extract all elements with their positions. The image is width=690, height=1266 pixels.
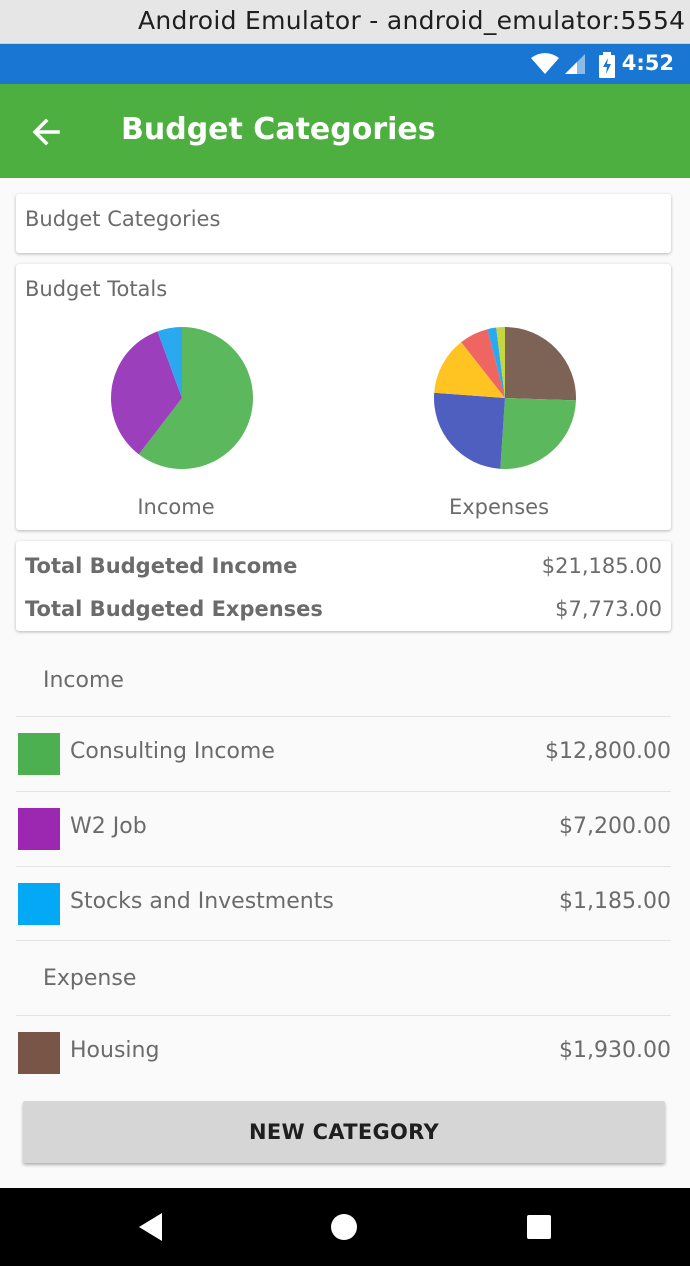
- budget-totals-title: Budget Totals: [25, 277, 168, 301]
- expenses-pie-chart: [434, 327, 576, 469]
- expenses-chart-label: Expenses: [448, 495, 550, 519]
- category-name: Housing: [70, 1038, 160, 1063]
- divider: [16, 940, 671, 941]
- navigation-bar: [0, 1188, 690, 1266]
- app-bar: Budget Categories: [0, 84, 690, 178]
- divider: [16, 866, 671, 867]
- income-pie-slice-3: [157, 327, 182, 398]
- income-section-header: Income: [43, 668, 124, 693]
- list-item-housing[interactable]: Housing $1,930.00: [16, 1016, 671, 1090]
- category-color-swatch: [18, 1032, 60, 1074]
- header-card: Budget Categories: [16, 194, 671, 253]
- home-circle-icon[interactable]: [329, 1210, 359, 1244]
- window-titlebar: Android Emulator - android_emulator:5554: [0, 0, 690, 44]
- arrow-back-icon[interactable]: [28, 114, 64, 150]
- battery-charging-icon: [599, 52, 615, 78]
- header-card-title: Budget Categories: [25, 207, 221, 231]
- list-item-w2-job[interactable]: W2 Job $7,200.00: [16, 792, 671, 866]
- divider: [16, 716, 671, 717]
- total-income-label: Total Budgeted Income: [25, 554, 298, 578]
- expenses-pie-slice-6: [487, 327, 505, 398]
- divider: [16, 1015, 671, 1016]
- back-triangle-icon[interactable]: [136, 1210, 166, 1244]
- status-bar: 4:52: [0, 44, 690, 84]
- list-item-consulting-income[interactable]: Consulting Income $12,800.00: [16, 717, 671, 791]
- signal-icon: [565, 54, 585, 74]
- divider: [16, 791, 671, 792]
- expenses-pie-slice-5: [461, 329, 505, 398]
- expenses-pie-slice-7: [496, 327, 505, 398]
- page-title: Budget Categories: [121, 112, 436, 147]
- recents-square-icon[interactable]: [524, 1210, 554, 1244]
- budget-totals-card: Budget Totals Income Expenses: [16, 264, 671, 530]
- category-name: W2 Job: [70, 814, 147, 839]
- expense-section-header: Expense: [43, 966, 137, 991]
- status-time: 4:52: [621, 51, 674, 75]
- category-amount: $1,930.00: [559, 1038, 671, 1063]
- expenses-pie-slice-2: [500, 398, 576, 469]
- category-amount: $12,800.00: [545, 739, 671, 764]
- list-item-stocks-and-investments[interactable]: Stocks and Investments $1,185.00: [16, 867, 671, 941]
- total-expenses-value: $7,773.00: [555, 597, 662, 621]
- income-pie-slice-1: [138, 327, 253, 469]
- category-color-swatch: [18, 883, 60, 925]
- expenses-pie-slice-4: [434, 342, 505, 398]
- category-color-swatch: [18, 733, 60, 775]
- total-expenses-label: Total Budgeted Expenses: [25, 597, 323, 621]
- wifi-icon: [531, 53, 559, 74]
- income-pie-chart: [111, 327, 253, 469]
- income-chart-label: Income: [137, 495, 215, 519]
- window-title: Android Emulator - android_emulator:5554: [138, 6, 686, 35]
- income-pie-slice-2: [111, 331, 182, 455]
- totals-summary-card: Total Budgeted Income $21,185.00 Total B…: [16, 541, 671, 631]
- category-name: Consulting Income: [70, 739, 275, 764]
- category-amount: $7,200.00: [559, 814, 671, 839]
- category-color-swatch: [18, 808, 60, 850]
- total-income-value: $21,185.00: [541, 554, 662, 578]
- expenses-pie-slice-1: [505, 327, 576, 401]
- category-amount: $1,185.00: [559, 889, 671, 914]
- new-category-button[interactable]: NEW CATEGORY: [23, 1101, 665, 1163]
- expenses-pie-slice-3: [434, 392, 505, 469]
- category-name: Stocks and Investments: [70, 889, 334, 914]
